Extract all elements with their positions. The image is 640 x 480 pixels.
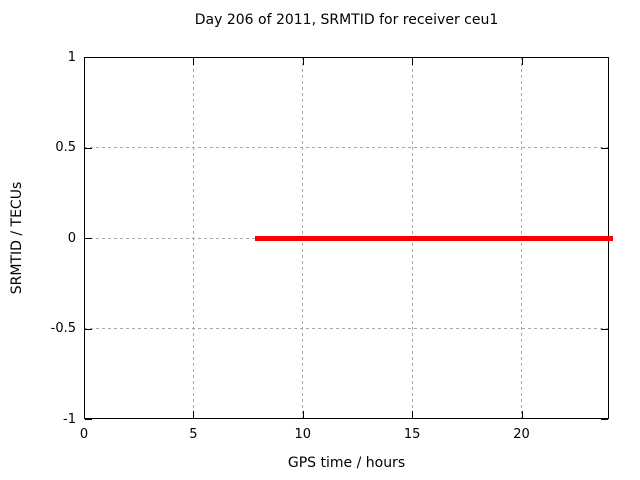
y-tick-left bbox=[85, 147, 92, 149]
y-tick-left bbox=[85, 419, 92, 420]
y-tick-label: -1 bbox=[63, 411, 76, 427]
y-tick-label: 0.5 bbox=[55, 140, 76, 155]
x-tick-top bbox=[302, 58, 304, 65]
y-tick-label: 1 bbox=[67, 49, 76, 65]
gridline-y--0.5 bbox=[84, 328, 609, 329]
x-tick-top bbox=[412, 58, 414, 65]
x-tick-bottom bbox=[193, 411, 195, 418]
x-tick-top bbox=[521, 58, 523, 65]
y-tick-left bbox=[85, 57, 92, 58]
y-tick-right bbox=[601, 419, 608, 420]
x-tick-bottom bbox=[302, 411, 304, 418]
y-tick-right bbox=[601, 57, 608, 58]
y-tick-label: -0.5 bbox=[50, 321, 76, 336]
x-tick-top bbox=[193, 58, 195, 65]
y-tick-right bbox=[601, 328, 608, 330]
x-tick-label: 5 bbox=[189, 427, 198, 442]
x-tick-label: 0 bbox=[79, 427, 89, 442]
x-tick-label: 10 bbox=[294, 427, 312, 442]
y-tick-left bbox=[85, 328, 92, 330]
x-tick-top bbox=[84, 58, 85, 65]
x-axis-label: GPS time / hours bbox=[287, 455, 406, 471]
y-tick-right bbox=[601, 147, 608, 149]
y-tick-label: 0 bbox=[67, 230, 76, 246]
x-tick-label: 20 bbox=[513, 427, 530, 442]
x-tick-bottom bbox=[521, 411, 523, 418]
y-tick-left bbox=[85, 238, 92, 239]
gridline-y-0.5 bbox=[84, 147, 609, 148]
x-tick-bottom bbox=[412, 411, 414, 418]
series-line-SRMTID bbox=[254, 235, 614, 241]
y-axis-label: SRMTID / TECUs bbox=[9, 181, 25, 295]
chart-title: Day 206 of 2011, SRMTID for receiver ceu… bbox=[194, 12, 499, 28]
x-tick-bottom bbox=[84, 411, 85, 418]
gridline-x-5 bbox=[192, 57, 194, 419]
x-tick-label: 15 bbox=[403, 427, 421, 442]
